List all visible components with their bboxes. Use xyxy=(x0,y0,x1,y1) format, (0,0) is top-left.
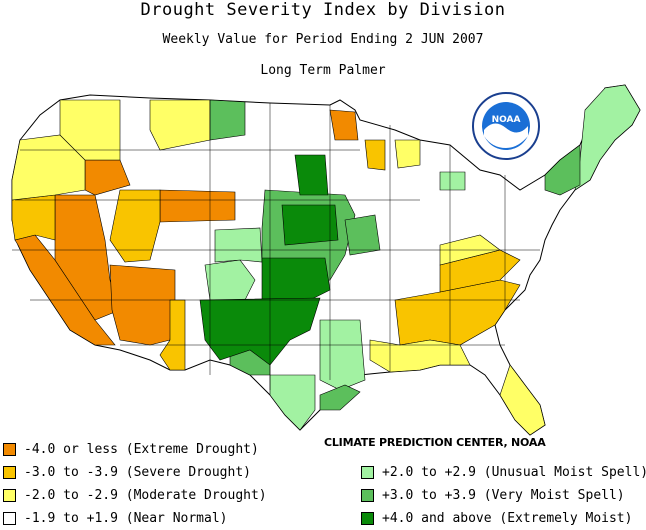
legend-item: -2.0 to -2.9 (Moderate Drought) xyxy=(3,487,267,503)
legend-label: +2.0 to +2.9 (Unusual Moist Spell) xyxy=(382,464,646,480)
moderate-drought-regions xyxy=(11,99,546,436)
extremely-moist-regions xyxy=(199,154,339,366)
legend-swatch xyxy=(3,465,16,479)
division-boundaries xyxy=(12,100,540,390)
svg-text:NOAA: NOAA xyxy=(492,115,521,125)
noaa-logo: NOAA xyxy=(472,92,540,160)
map-subtitle: Weekly Value for Period Ending 2 JUN 200… xyxy=(162,32,484,47)
map-title: Drought Severity Index by Division xyxy=(140,0,506,20)
legend-label: +4.0 and above (Extremely Moist) xyxy=(382,510,633,526)
unusual-moist-regions xyxy=(204,84,641,431)
severe-drought-regions xyxy=(11,139,521,371)
legend-item: -1.9 to +1.9 (Near Normal) xyxy=(3,510,228,526)
legend-item: -3.0 to -3.9 (Severe Drought) xyxy=(3,464,251,480)
extreme-drought-regions xyxy=(14,109,359,346)
legend-label: -2.0 to -2.9 (Moderate Drought) xyxy=(24,487,267,503)
legend-label: -4.0 or less (Extreme Drought) xyxy=(24,441,259,457)
legend-swatch xyxy=(3,442,16,456)
legend-swatch xyxy=(361,511,374,525)
legend-label: +3.0 to +3.9 (Very Moist Spell) xyxy=(382,487,625,503)
legend-label: -3.0 to -3.9 (Severe Drought) xyxy=(24,464,251,480)
legend-item: -4.0 or less (Extreme Drought) xyxy=(3,441,259,457)
credit-line: CLIMATE PREDICTION CENTER, NOAA xyxy=(322,436,548,449)
legend-item: +2.0 to +2.9 (Unusual Moist Spell) xyxy=(361,464,646,480)
legend-swatch xyxy=(3,511,16,525)
legend-item: +3.0 to +3.9 (Very Moist Spell) xyxy=(361,487,625,503)
index-name: Long Term Palmer xyxy=(260,63,386,78)
legend-label: -1.9 to +1.9 (Near Normal) xyxy=(24,510,228,526)
legend-swatch xyxy=(361,488,374,502)
legend-swatch xyxy=(3,488,16,502)
legend-item: +4.0 and above (Extremely Moist) xyxy=(361,510,632,526)
legend-swatch xyxy=(361,465,374,479)
